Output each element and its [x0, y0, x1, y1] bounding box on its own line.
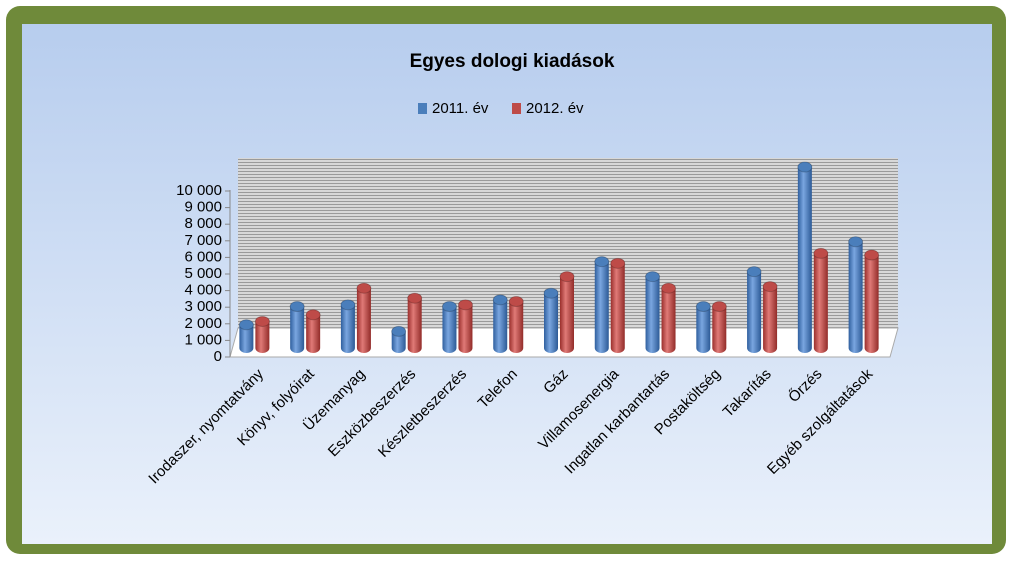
y-tick-label: 4 000 — [184, 282, 222, 299]
bar — [610, 258, 625, 353]
bar — [560, 271, 574, 353]
bar-top — [711, 301, 727, 312]
y-tick-label: 10 000 — [176, 182, 222, 199]
bar-top — [797, 161, 813, 173]
bar-top — [645, 271, 661, 283]
bar-top — [746, 266, 762, 278]
bar — [864, 250, 879, 353]
y-tick-label: 5 000 — [184, 265, 222, 282]
bar-top — [441, 301, 457, 312]
bar-top — [864, 249, 880, 261]
bar — [493, 294, 508, 353]
bar-top — [661, 282, 677, 294]
bar — [290, 301, 305, 353]
chart-title: Egyes dologi kiadások — [410, 51, 615, 72]
legend-label: 2011. év — [432, 100, 489, 117]
bar — [544, 288, 558, 353]
bar — [458, 299, 473, 353]
bar-top — [848, 236, 864, 248]
bar-top — [457, 299, 473, 311]
legend-swatch — [418, 103, 427, 114]
y-tick-label: 8 000 — [184, 215, 222, 232]
bar — [848, 236, 863, 353]
bar — [661, 283, 676, 353]
bar-top — [238, 319, 254, 331]
bar — [813, 248, 828, 353]
bar — [407, 293, 422, 353]
legend-label: 2012. év — [526, 100, 584, 117]
y-tick-label: 0 — [214, 348, 222, 365]
bar-top — [391, 325, 407, 337]
bar — [645, 271, 660, 353]
bar-top — [289, 301, 305, 312]
y-tick-label: 6 000 — [184, 248, 222, 265]
bar-top — [543, 287, 559, 299]
bar — [696, 301, 711, 353]
bar — [747, 266, 762, 353]
y-tick-label: 3 000 — [184, 298, 222, 315]
y-tick-label: 1 000 — [184, 331, 222, 348]
bar-top — [813, 247, 829, 259]
bar — [340, 299, 355, 353]
bar-top — [559, 271, 575, 283]
bar-top — [695, 301, 711, 312]
bar — [712, 301, 727, 353]
bar — [509, 296, 524, 353]
y-tick-label: 2 000 — [184, 315, 222, 332]
bar-top — [594, 256, 610, 268]
bar — [442, 301, 457, 353]
bar-top — [492, 294, 508, 306]
bar-top — [254, 315, 270, 327]
bar-top — [340, 299, 356, 311]
y-tick-label: 9 000 — [184, 199, 222, 216]
y-tick-label: 7 000 — [184, 232, 222, 249]
bar — [763, 281, 778, 353]
bar-top — [762, 281, 778, 293]
bar — [356, 283, 371, 353]
bar — [306, 309, 321, 353]
bar — [797, 162, 812, 353]
legend-swatch — [512, 103, 521, 114]
bar-top — [508, 296, 524, 308]
bar-top — [356, 282, 372, 294]
bar-top — [407, 292, 423, 304]
bar — [594, 256, 609, 353]
bar-top — [610, 257, 626, 269]
bar-top — [305, 309, 321, 321]
